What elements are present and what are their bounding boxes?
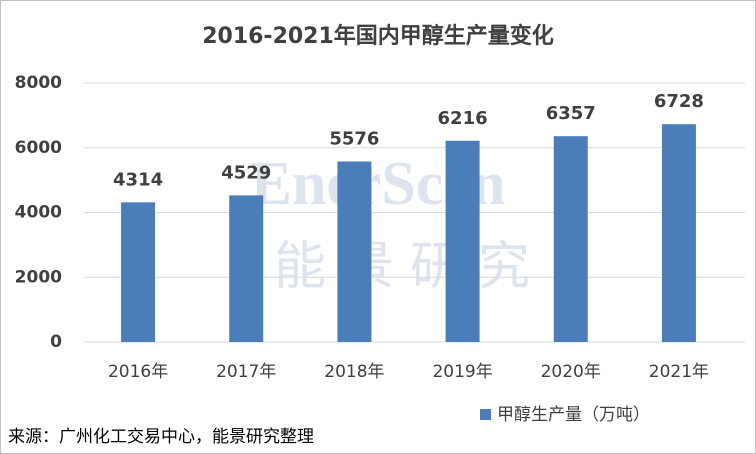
legend-label: 甲醇生产量（万吨）: [497, 405, 650, 425]
x-tick-label: 2017年: [216, 362, 276, 382]
x-tick-label: 2021年: [649, 362, 709, 382]
bar: [661, 124, 696, 342]
legend-swatch: [480, 409, 491, 420]
data-label: 5576: [329, 128, 379, 149]
bar: [553, 136, 588, 342]
data-label: 6728: [654, 91, 704, 112]
y-tick-label: 0: [50, 332, 62, 352]
x-tick-label: 2016年: [108, 362, 168, 382]
x-tick-label: 2019年: [432, 362, 492, 382]
y-tick-label: 2000: [15, 267, 62, 287]
bar: [445, 140, 480, 342]
y-tick-label: 4000: [15, 203, 62, 223]
x-tick-label: 2018年: [324, 362, 384, 382]
x-tick-label: 2020年: [541, 362, 601, 382]
bar: [121, 202, 156, 342]
bar: [229, 195, 264, 342]
data-label: 4529: [221, 162, 271, 183]
source-note: 来源：广州化工交易中心，能景研究整理: [8, 427, 314, 447]
data-label: 4314: [113, 169, 163, 190]
chart-title: 2016-2021年国内甲醇生产量变化: [202, 23, 554, 49]
bar: [337, 161, 372, 342]
watermark: 能景研究: [274, 237, 546, 297]
y-tick-label: 6000: [15, 138, 62, 158]
data-label: 6357: [546, 103, 596, 124]
data-label: 6216: [438, 108, 488, 129]
y-tick-label: 8000: [15, 73, 62, 93]
